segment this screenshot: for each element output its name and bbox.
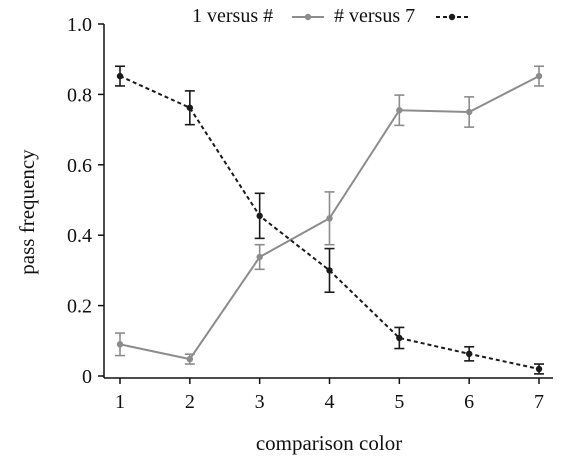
- y-tick-label: 0.4: [67, 225, 92, 247]
- data-point: [326, 267, 333, 274]
- y-tick-label: 0: [82, 366, 92, 388]
- y-tick-label: 0.8: [67, 84, 92, 106]
- data-point: [535, 365, 543, 373]
- y-tick-label: 0.6: [67, 155, 92, 177]
- legend-label-1-versus-hash: 1 versus #: [192, 5, 273, 27]
- data-point: [186, 355, 194, 363]
- x-tick-label: 4: [325, 391, 335, 413]
- x-tick-label: 2: [185, 391, 195, 413]
- y-tick-label: 0.2: [67, 296, 92, 318]
- data-point: [186, 104, 194, 111]
- data-point: [326, 215, 333, 222]
- data-point: [256, 212, 263, 220]
- legend-swatch-marker-hash-versus-7: [448, 13, 456, 21]
- x-tick-label: 3: [255, 391, 265, 413]
- data-point: [396, 107, 403, 114]
- x-tick-label: 1: [115, 391, 125, 413]
- data-point: [465, 108, 473, 116]
- x-tick-label: 6: [464, 391, 474, 413]
- legend-swatch-marker-1-versus-hash: [304, 13, 312, 21]
- data-point: [396, 334, 403, 342]
- data-point: [116, 341, 124, 348]
- x-axis-title: comparison color: [256, 431, 402, 455]
- legend-label-hash-versus-7: # versus 7: [334, 5, 415, 27]
- x-tick-label: 7: [534, 391, 544, 413]
- y-tick-label: 1.0: [67, 14, 92, 36]
- axes: 0 0.2 0.4 0.6 0.8 1.0 1 2 3 4 5 6 7: [67, 14, 553, 413]
- data-point: [535, 72, 543, 80]
- y-axis-title: pass frequency: [15, 149, 39, 275]
- x-tick-label: 5: [394, 391, 404, 413]
- data-point: [256, 253, 263, 261]
- data-point: [116, 72, 124, 80]
- legend: 1 versus # # versus 7: [192, 5, 468, 27]
- data-points: [116, 72, 543, 373]
- data-point: [465, 350, 473, 358]
